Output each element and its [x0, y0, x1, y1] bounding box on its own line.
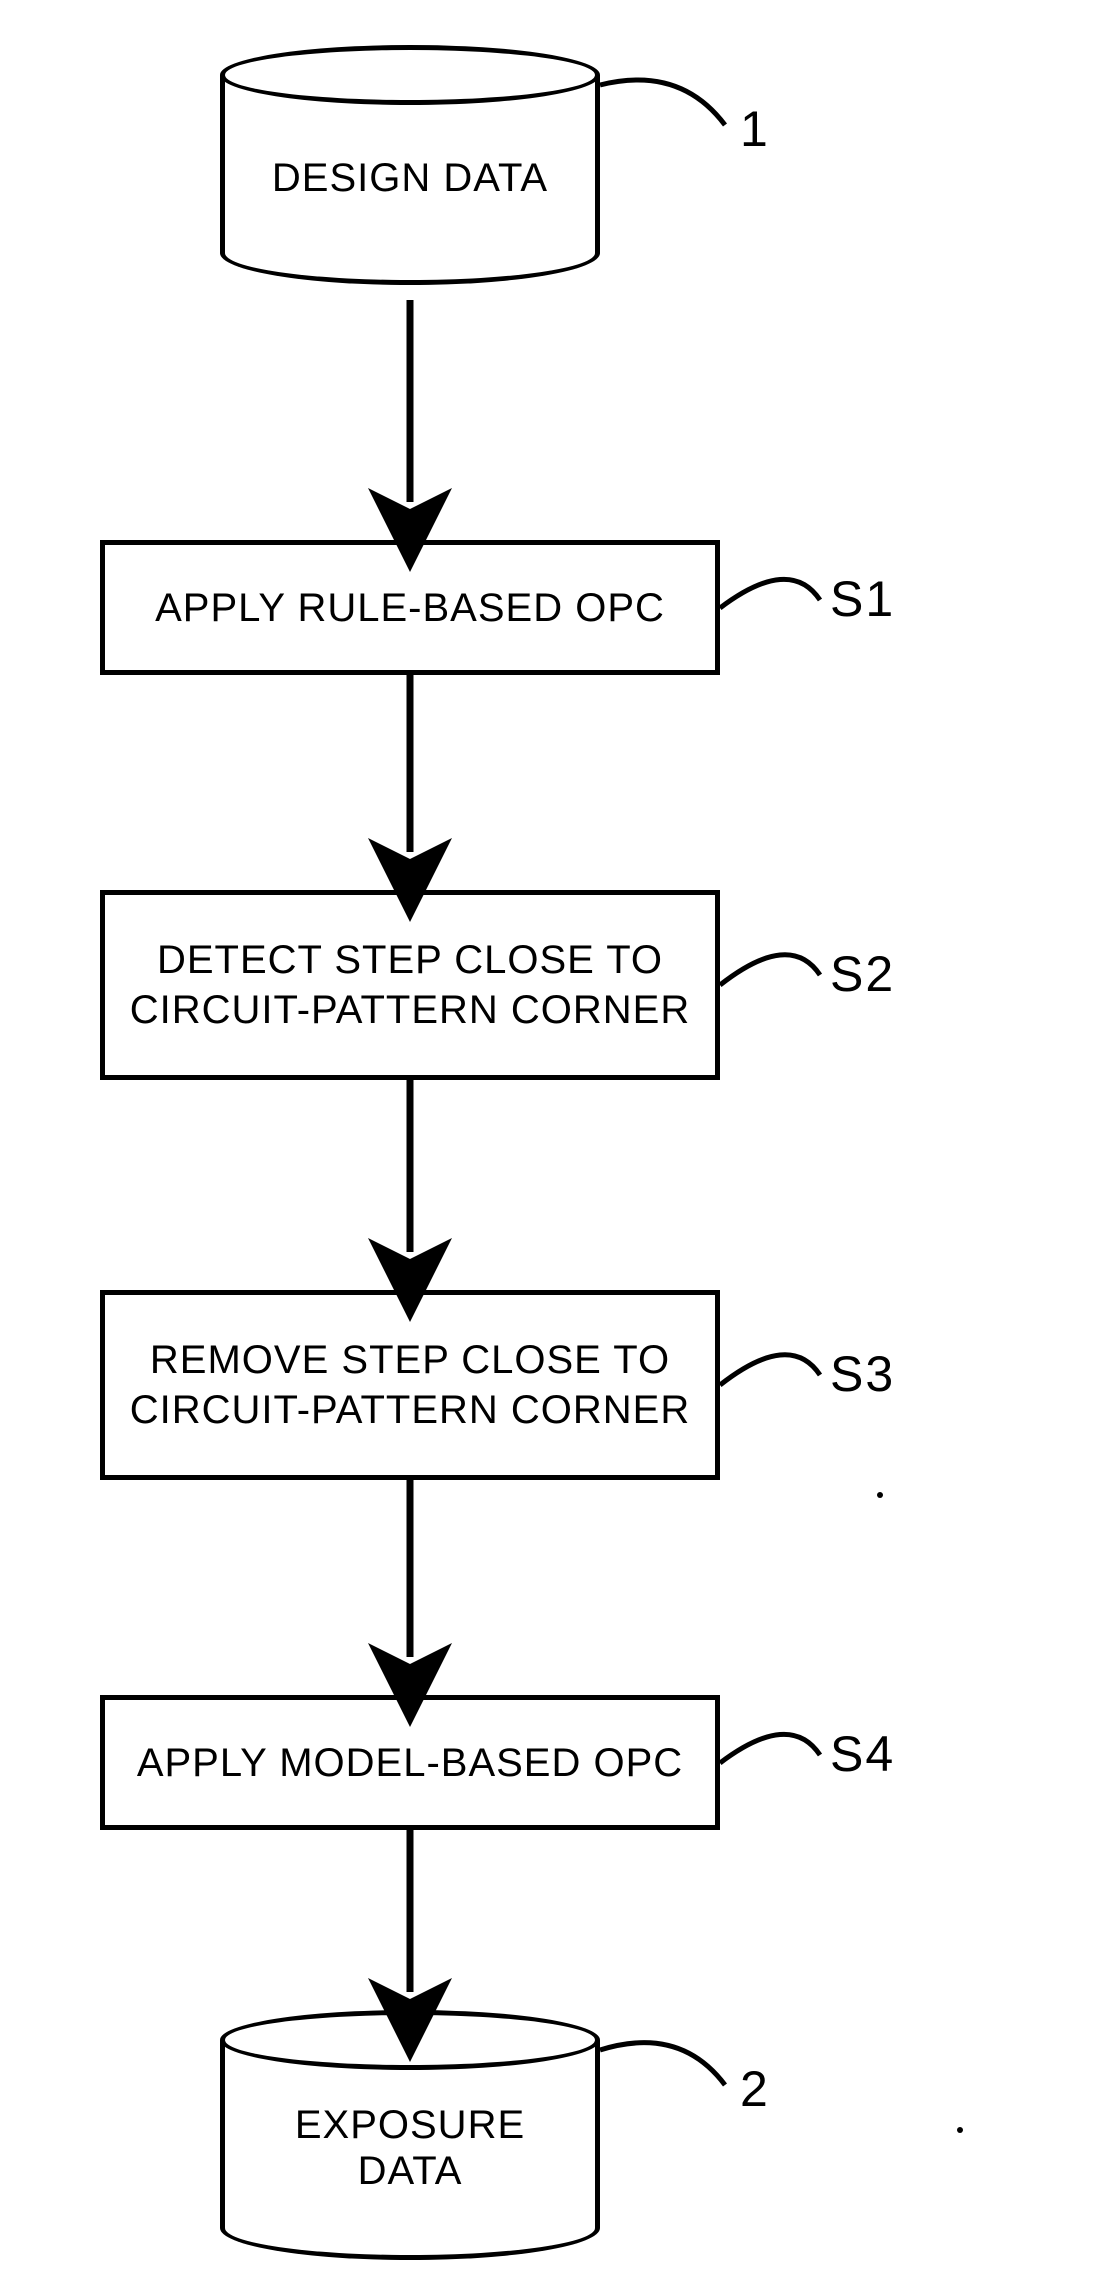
connector-2	[600, 2043, 725, 2085]
cylinder-top	[220, 2010, 600, 2070]
flow-node-s1: APPLY RULE-BASED OPC	[100, 540, 720, 675]
callout-2: 2	[740, 2060, 770, 2118]
callout-s4: S4	[830, 1725, 895, 1783]
callout-s1: S1	[830, 570, 895, 628]
callout-s3: S3	[830, 1345, 895, 1403]
cylinder-top	[220, 45, 600, 105]
node-label: APPLY RULE-BASED OPC	[105, 583, 715, 633]
connector-s2	[720, 955, 820, 985]
flow-node-s2: DETECT STEP CLOSE TOCIRCUIT-PATTERN CORN…	[100, 890, 720, 1080]
decorative-dots	[0, 0, 1104, 2286]
flow-node-s4: APPLY MODEL-BASED OPC	[100, 1695, 720, 1830]
connector-s3	[720, 1355, 820, 1385]
connector-s1	[720, 579, 820, 608]
node-label: REMOVE STEP CLOSE TOCIRCUIT-PATTERN CORN…	[105, 1335, 715, 1435]
flow-arrows	[0, 0, 1104, 2286]
node-label: APPLY MODEL-BASED OPC	[105, 1738, 715, 1788]
connector-s4	[720, 1734, 820, 1763]
flow-node-design-data: DESIGN DATA	[220, 75, 600, 285]
callout-connectors	[0, 0, 1104, 2286]
callout-s2: S2	[830, 945, 895, 1003]
callout-1: 1	[740, 100, 770, 158]
node-label: DESIGN DATA	[225, 155, 595, 201]
flow-node-s3: REMOVE STEP CLOSE TOCIRCUIT-PATTERN CORN…	[100, 1290, 720, 1480]
node-label: DETECT STEP CLOSE TOCIRCUIT-PATTERN CORN…	[105, 935, 715, 1035]
node-label: EXPOSUREDATA	[225, 2102, 595, 2194]
flow-node-exposure-data: EXPOSUREDATA	[220, 2040, 600, 2260]
connector-1	[600, 80, 725, 125]
